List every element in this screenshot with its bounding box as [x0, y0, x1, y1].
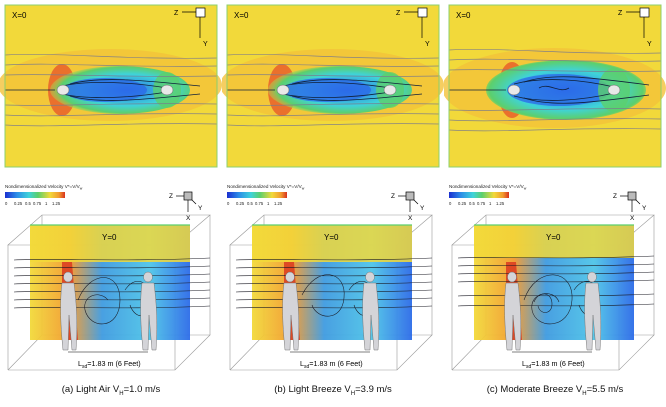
top-axis-z-label: Z	[174, 10, 179, 17]
top-axis-triad	[182, 7, 206, 38]
svg-text:0: 0	[227, 201, 230, 206]
human-figure-back	[140, 271, 158, 351]
human-figure-back	[362, 271, 380, 351]
colorbar-title: Nondimensionalized Velocity V*=V/Vw	[5, 184, 83, 191]
svg-text:0.5: 0.5	[469, 201, 475, 206]
top-wake-streamlines	[5, 79, 201, 101]
distance-label: Lsd=1.83 m (6 Feet)	[78, 359, 141, 370]
top-axis-triad	[626, 7, 650, 38]
human-figure-back	[584, 271, 602, 351]
top-axis-y-label: Y	[647, 41, 652, 48]
caption: (b) Light Breeze VH=3.9 m/s	[274, 384, 392, 397]
plane-upper-yellow	[252, 225, 412, 262]
panel-b: X=0 Z Y Nondimensionalized Velocity V*=V…	[220, 0, 444, 402]
svg-text:1: 1	[489, 201, 492, 206]
person-head-back	[607, 84, 621, 96]
person-head-front	[507, 84, 521, 96]
panel-a: X=0 Z Y Nondimensionalized Velocity V*=V…	[0, 0, 222, 402]
svg-text:0.5: 0.5	[247, 201, 253, 206]
bottom-axis-triad	[620, 191, 641, 212]
distance-label: Lsd=1.83 m (6 Feet)	[300, 359, 363, 370]
top-frame	[226, 4, 440, 168]
svg-text:1: 1	[267, 201, 270, 206]
top-streamlines	[226, 53, 440, 127]
human-figure-front	[282, 271, 300, 351]
svg-text:1: 1	[45, 201, 48, 206]
plane-upper-yellow	[30, 225, 190, 262]
top-wake-streamlines	[227, 79, 423, 101]
top-streamlines	[4, 53, 218, 127]
top-axis-z-label: Z	[618, 10, 623, 17]
svg-text:0.5: 0.5	[25, 201, 31, 206]
top-section-label: X=0	[456, 11, 471, 20]
svg-text:0.25: 0.25	[14, 201, 23, 206]
bottom-axis-z-label: Z	[391, 193, 395, 200]
panel-graphic: X=0 Z Y Nondimensionalized Velocity V*=V…	[0, 4, 222, 371]
panel-graphic: X=0 Z Y Nondimensionalized Velocity V*=V…	[220, 4, 444, 371]
plane-streamlines	[13, 257, 211, 325]
top-wake-core	[283, 78, 371, 102]
top-section-label: X=0	[234, 11, 249, 20]
colorbar	[227, 192, 287, 198]
bottom-axis-x-label: X	[186, 215, 191, 222]
panel-c: X=0 Z Y Nondimensionalized Velocity V*=V…	[442, 0, 666, 402]
human-figure-front	[504, 271, 522, 351]
bottom-axis-y-label: Y	[198, 205, 203, 212]
top-frame	[4, 4, 218, 168]
colorbar-ticks: 0 0.25 0.5 0.75 1 1.25	[449, 201, 505, 206]
svg-text:1.25: 1.25	[496, 201, 505, 206]
top-frame	[448, 4, 662, 168]
person-head-back	[383, 84, 397, 96]
person-head-front	[56, 84, 70, 96]
colorbar-ticks: 0 0.25 0.5 0.75 1 1.25	[5, 201, 61, 206]
top-wake-core	[63, 78, 147, 102]
svg-text:0.75: 0.75	[33, 201, 42, 206]
top-axis-y-label: Y	[203, 41, 208, 48]
svg-text:0: 0	[449, 201, 452, 206]
colorbar	[449, 192, 509, 198]
person-head-front	[276, 84, 290, 96]
plane-label: Y=0	[546, 233, 561, 242]
svg-text:0.25: 0.25	[236, 201, 245, 206]
top-axis-triad	[404, 7, 428, 38]
bottom-axis-triad	[176, 191, 197, 212]
plane-streamlines	[235, 257, 433, 317]
human-figure-front	[60, 271, 78, 351]
bottom-axis-y-label: Y	[420, 205, 425, 212]
svg-text:0.75: 0.75	[255, 201, 264, 206]
svg-text:0.75: 0.75	[477, 201, 486, 206]
svg-text:0.25: 0.25	[458, 201, 467, 206]
panel-graphic: X=0 Z Y Nondimensionalized Velocity V*=V…	[442, 4, 666, 371]
colorbar	[5, 192, 65, 198]
bottom-axis-z-label: Z	[613, 193, 617, 200]
bottom-axis-y-label: Y	[642, 205, 647, 212]
bottom-axis-triad	[398, 191, 419, 212]
svg-text:1.25: 1.25	[274, 201, 283, 206]
bottom-axis-z-label: Z	[169, 193, 173, 200]
plane-upper-yellow	[474, 225, 634, 258]
top-axis-y-label: Y	[425, 41, 430, 48]
colorbar-ticks: 0 0.25 0.5 0.75 1 1.25	[227, 201, 283, 206]
top-wake-streamlines	[449, 76, 650, 104]
top-section-label: X=0	[12, 11, 27, 20]
colorbar-title: Nondimensionalized Velocity V*=V/Vw	[227, 184, 305, 191]
caption: (c) Moderate Breeze VH=5.5 m/s	[486, 384, 624, 397]
bottom-axis-x-label: X	[408, 215, 413, 222]
person-head-back	[160, 84, 174, 96]
distance-label: Lsd=1.83 m (6 Feet)	[522, 359, 585, 370]
svg-text:1.25: 1.25	[52, 201, 61, 206]
svg-text:0: 0	[5, 201, 8, 206]
plane-label: Y=0	[324, 233, 339, 242]
caption: (a) Light Air VH=1.0 m/s	[61, 384, 161, 397]
top-axis-z-label: Z	[396, 10, 401, 17]
bottom-axis-x-label: X	[630, 215, 635, 222]
colorbar-title: Nondimensionalized Velocity V*=V/Vw	[449, 184, 527, 191]
plane-label: Y=0	[102, 233, 117, 242]
top-streamlines	[448, 48, 662, 132]
